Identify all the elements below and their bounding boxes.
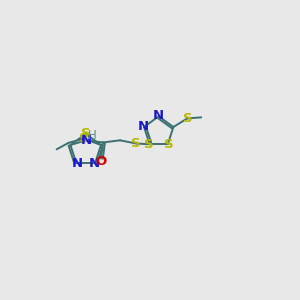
Text: S: S — [182, 112, 192, 125]
Text: S: S — [131, 137, 141, 150]
Text: S: S — [79, 132, 89, 145]
Text: N: N — [88, 157, 100, 169]
Text: S: S — [81, 128, 91, 140]
Text: N: N — [153, 110, 164, 122]
Text: H: H — [88, 129, 96, 142]
Text: N: N — [72, 157, 83, 169]
Text: N: N — [137, 121, 148, 134]
Text: S: S — [164, 138, 174, 151]
Text: S: S — [144, 138, 153, 151]
Text: O: O — [95, 154, 106, 168]
Text: N: N — [80, 134, 92, 147]
